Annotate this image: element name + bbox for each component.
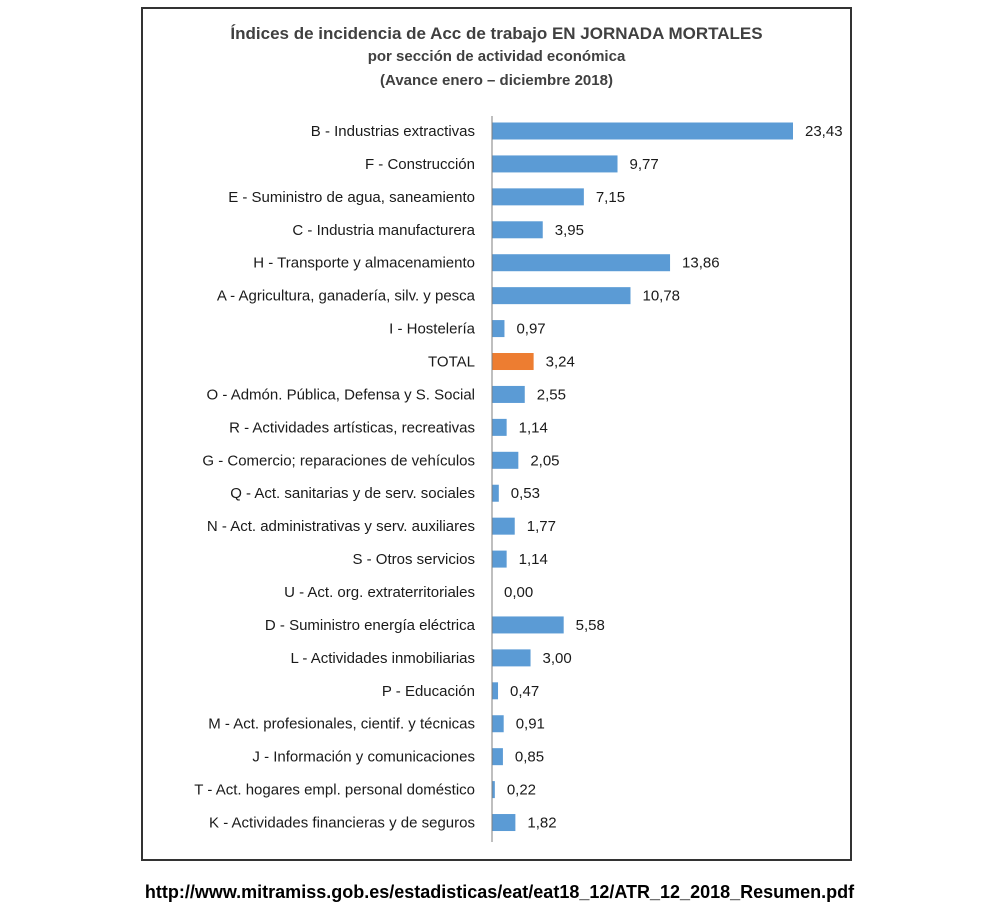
value-label: 9,77 <box>630 156 659 173</box>
value-label: 7,15 <box>596 189 625 206</box>
value-label: 10,78 <box>642 288 680 305</box>
category-label: R - Actividades artísticas, recreativas <box>229 419 475 436</box>
bar <box>492 254 671 272</box>
bar <box>492 517 515 535</box>
bar <box>492 155 618 173</box>
chart-title-block: Índices de incidencia de Acc de trabajo … <box>141 22 852 93</box>
bar <box>492 781 495 799</box>
bar <box>492 748 503 766</box>
value-label: 1,14 <box>519 419 548 436</box>
value-label: 0,22 <box>507 782 536 799</box>
bar <box>492 221 543 239</box>
category-label: B - Industrias extractivas <box>311 123 475 140</box>
category-label: T - Act. hogares empl. personal doméstic… <box>194 782 475 799</box>
value-label: 1,82 <box>527 815 556 832</box>
bars-layer: B - Industrias extractivas 23,43 F - Const… <box>194 122 843 832</box>
category-label: H - Transporte y almacenamiento <box>253 255 475 272</box>
category-label: L - Actividades inmobiliarias <box>290 650 475 667</box>
bar <box>492 385 525 403</box>
bar <box>492 682 499 700</box>
category-label: P - Educación <box>382 683 475 700</box>
bar <box>492 320 505 338</box>
bar <box>492 649 531 667</box>
category-label: G - Comercio; reparaciones de vehículos <box>202 452 475 469</box>
source-url[interactable]: http://www.mitramiss.gob.es/estadisticas… <box>144 882 855 902</box>
value-label: 2,05 <box>530 452 559 469</box>
value-label: 0,47 <box>510 683 539 700</box>
bar <box>492 484 499 502</box>
value-label: 13,86 <box>682 255 720 272</box>
category-label: O - Admón. Pública, Defensa y S. Social <box>207 386 475 403</box>
value-label: 0,53 <box>511 485 540 502</box>
bar-total <box>492 353 534 371</box>
bar <box>492 814 516 832</box>
value-label: 3,95 <box>555 222 584 239</box>
value-label: 23,43 <box>805 123 843 140</box>
category-label: J - Información y comunicaciones <box>252 749 475 766</box>
bar <box>492 188 584 206</box>
chart-subtitle: por sección de actividad económica <box>367 48 626 65</box>
bar <box>492 715 504 733</box>
value-label: 5,58 <box>576 617 605 634</box>
category-label: A - Agricultura, ganadería, silv. y pesc… <box>217 288 476 305</box>
category-label: F - Construcción <box>365 156 475 173</box>
category-label: U - Act. org. extraterritoriales <box>284 584 475 601</box>
bar <box>492 616 564 634</box>
bar <box>492 122 793 140</box>
category-label: N - Act. administrativas y serv. auxilia… <box>207 518 475 535</box>
value-label: 1,14 <box>519 551 548 568</box>
category-label: Q - Act. sanitarias y de serv. sociales <box>230 485 475 502</box>
chart-subtitle-period: (Avance enero – diciembre 2018) <box>380 72 613 89</box>
category-label: I - Hostelería <box>389 321 476 338</box>
value-label: 0,00 <box>504 584 533 601</box>
category-label: S - Otros servicios <box>352 551 475 568</box>
bar <box>492 451 519 469</box>
bar <box>492 287 631 305</box>
value-label: 3,24 <box>546 354 575 371</box>
category-label: K - Actividades financieras y de seguros <box>209 815 475 832</box>
category-label: TOTAL <box>428 354 475 371</box>
value-label: 3,00 <box>543 650 572 667</box>
category-label: E - Suministro de agua, saneamiento <box>228 189 475 206</box>
category-label: M - Act. profesionales, cientif. y técni… <box>208 716 475 733</box>
category-label: D - Suministro energía eléctrica <box>265 617 476 634</box>
bar <box>492 418 507 436</box>
value-label: 0,97 <box>516 321 545 338</box>
value-label: 1,77 <box>527 518 556 535</box>
value-label: 0,85 <box>515 749 544 766</box>
value-label: 2,55 <box>537 386 566 403</box>
bar <box>492 550 507 568</box>
chart-title: Índices de incidencia de Acc de trabajo … <box>230 24 763 43</box>
value-label: 0,91 <box>516 716 545 733</box>
category-label: C - Industria manufacturera <box>292 222 475 239</box>
